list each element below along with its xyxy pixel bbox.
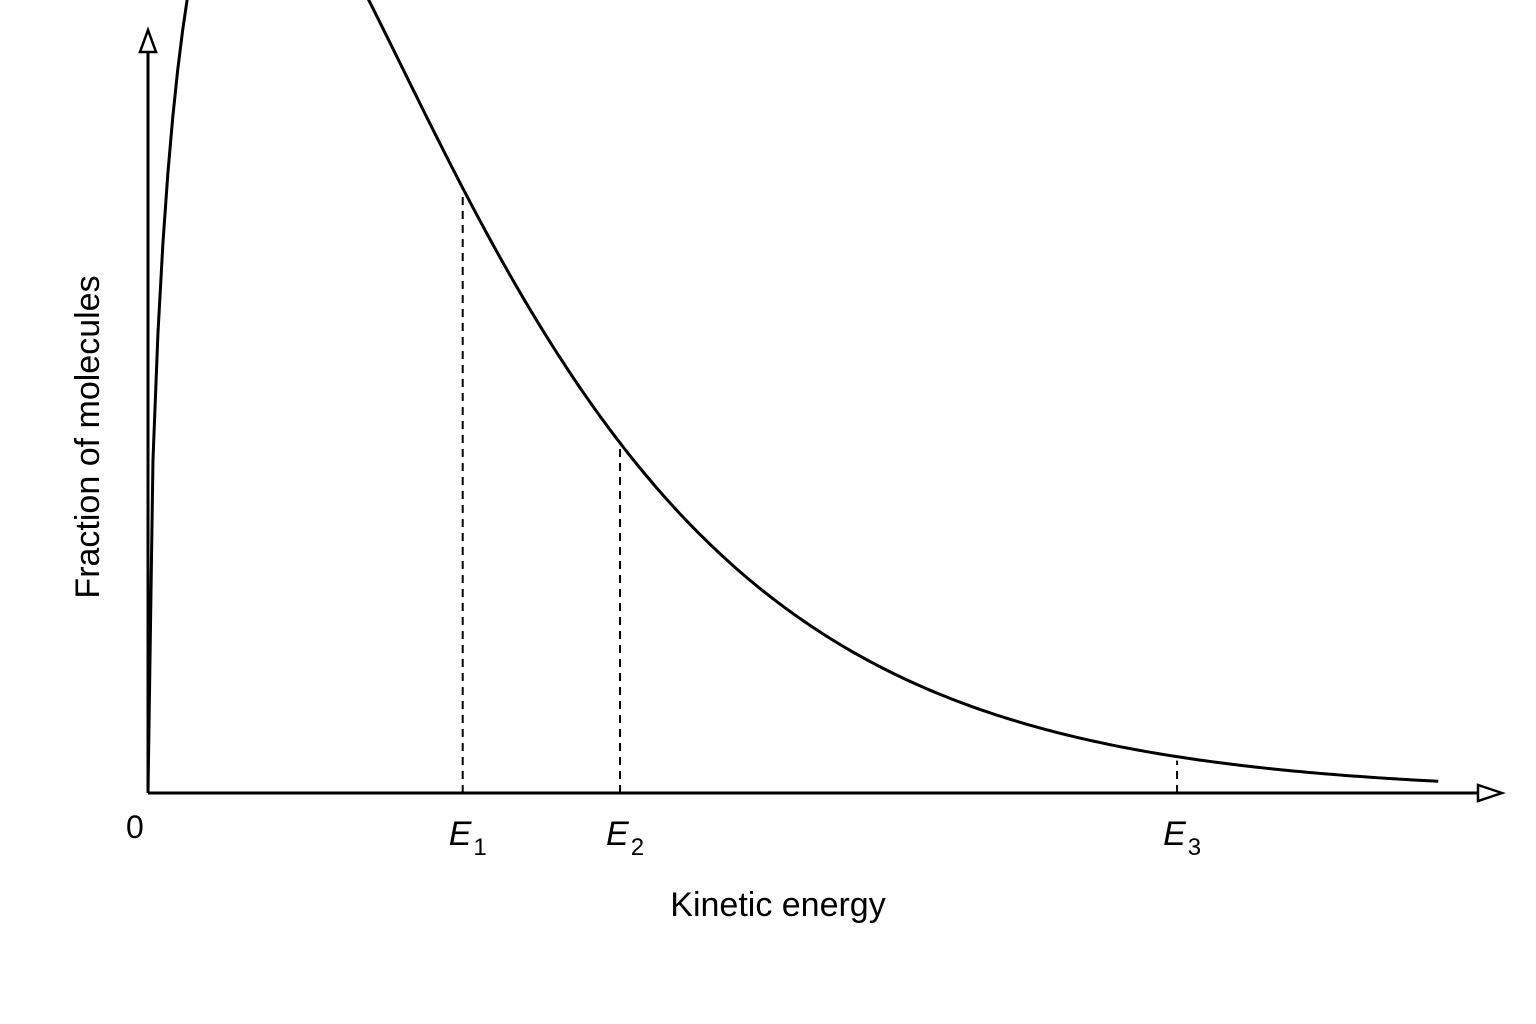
marker-label-2: E2 <box>606 815 644 861</box>
energy-markers: E1 E2 E3 <box>449 192 1201 861</box>
marker-subscript-1: 1 <box>473 834 486 861</box>
x-axis-title: Kinetic energy <box>670 886 885 924</box>
y-axis-title: Fraction of molecules <box>69 275 107 598</box>
marker-label-1: E1 <box>449 815 487 861</box>
marker-label-3: E3 <box>1163 815 1201 861</box>
marker-subscript-2: 2 <box>631 834 644 861</box>
x-axis-arrow <box>1476 783 1506 803</box>
origin-label: 0 <box>126 809 144 845</box>
y-axis-arrow <box>138 26 158 54</box>
axes <box>138 26 1506 803</box>
distribution-curve <box>146 0 1439 794</box>
marker-subscript-3: 3 <box>1188 834 1201 861</box>
